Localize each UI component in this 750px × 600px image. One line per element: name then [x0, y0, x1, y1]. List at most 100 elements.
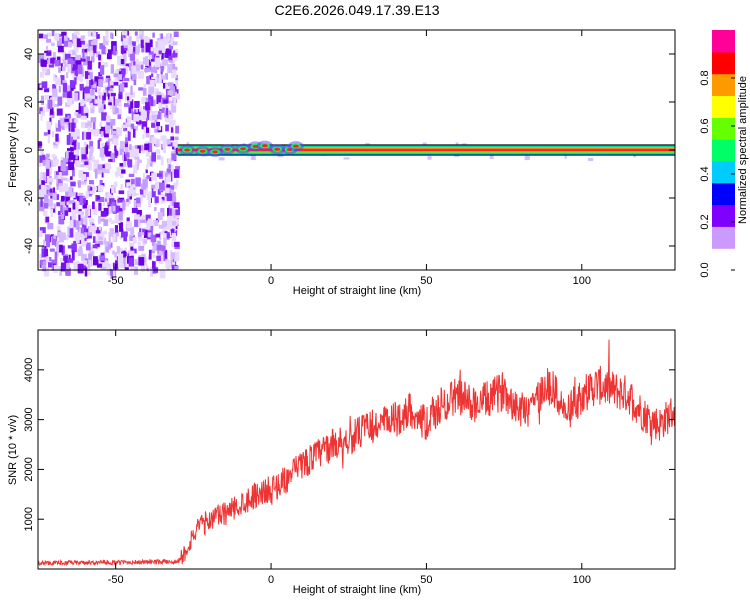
noise-speckle [38, 179, 42, 185]
noise-speckle [67, 58, 74, 68]
noise-speckle [112, 204, 116, 212]
noise-speckle [123, 255, 126, 264]
noise-speckle [41, 106, 45, 116]
noise-speckle [139, 30, 144, 39]
noise-speckle [157, 189, 161, 195]
noise-speckle [101, 112, 107, 121]
noise-speckle [160, 66, 164, 72]
noise-speckle [159, 260, 164, 264]
noise-speckle [171, 196, 177, 206]
noise-speckle [120, 248, 123, 253]
noise-speckle [56, 176, 59, 187]
noise-speckle [82, 100, 86, 105]
noise-speckle [161, 245, 166, 251]
noise-speckle [160, 156, 164, 166]
noise-speckle [70, 146, 75, 152]
spectrogram-x-tick-label: -50 [108, 275, 124, 287]
noise-speckle [65, 196, 70, 202]
noise-speckle [110, 92, 116, 97]
noise-speckle [148, 191, 154, 198]
noise-speckle [139, 159, 142, 164]
noise-speckle [163, 179, 168, 187]
noise-speckle [157, 240, 161, 245]
noise-speckle [57, 45, 64, 53]
noise-speckle [60, 262, 67, 272]
noise-speckle [160, 33, 163, 39]
noise-speckle [47, 133, 50, 144]
noise-speckle [114, 76, 118, 82]
noise-speckle [82, 198, 86, 204]
noise-speckle [90, 79, 94, 85]
noise-speckle [120, 45, 124, 54]
noise-speckle [142, 185, 148, 195]
noise-speckle [95, 230, 101, 234]
noise-speckle [63, 37, 70, 47]
noise-speckle [88, 253, 93, 260]
noise-speckle [101, 183, 105, 187]
noise-speckle [167, 158, 172, 168]
noise-speckle [80, 116, 87, 120]
noise-speckle [63, 255, 68, 261]
noise-speckle [116, 230, 119, 237]
noise-speckle [99, 180, 103, 187]
noise-speckle [126, 217, 130, 225]
noise-speckle [124, 103, 129, 107]
noise-speckle [98, 231, 105, 241]
noise-speckle [43, 239, 46, 247]
noise-speckle [42, 261, 46, 271]
noise-speckle [173, 89, 179, 95]
noise-speckle [77, 248, 83, 257]
noise-speckle [123, 158, 127, 167]
colorbar: 0.0 0.2 0.4 0.6 0.8 Normalized spectral ampl… [699, 30, 749, 278]
noise-speckle [48, 181, 52, 189]
noise-speckle [127, 130, 131, 141]
noise-speckle [105, 246, 110, 253]
noise-speckle [84, 267, 88, 277]
noise-speckle [149, 39, 153, 48]
noise-speckle [56, 37, 62, 48]
noise-speckle [92, 236, 96, 243]
noise-speckle [161, 50, 164, 61]
noise-speckle [171, 66, 178, 71]
noise-speckle [51, 30, 55, 37]
noise-speckle [166, 48, 172, 57]
noise-speckle [82, 224, 87, 232]
noise-speckle [44, 68, 51, 76]
noise-speckle [121, 45, 128, 51]
noise-speckle [72, 203, 77, 210]
noise-speckle [144, 35, 149, 46]
noise-speckle [52, 192, 57, 201]
noise-speckle [74, 128, 80, 137]
noise-speckle [75, 154, 78, 160]
noise-speckle [134, 200, 139, 207]
noise-speckle [77, 211, 84, 219]
noise-speckle [98, 202, 102, 211]
noise-speckle [93, 256, 98, 266]
noise-speckle [143, 172, 145, 182]
noise-speckle [130, 91, 135, 98]
noise-speckle [100, 131, 104, 137]
colorbar-ticks: 0.0 0.2 0.4 0.6 0.8 [699, 70, 735, 278]
noise-speckle [119, 83, 124, 90]
noise-speckle [86, 98, 92, 102]
spectrogram-y-tick-label: 0 [23, 147, 35, 153]
noise-speckle [38, 142, 43, 146]
noise-speckle [98, 236, 103, 241]
noise-speckle [126, 221, 133, 228]
noise-speckle [111, 201, 116, 206]
noise-speckle [68, 228, 74, 238]
noise-speckle [89, 180, 94, 185]
snr-x-tick-label: -50 [108, 574, 124, 586]
noise-speckle [145, 264, 148, 270]
noise-speckle [153, 48, 157, 54]
noise-speckle [130, 145, 137, 152]
noise-speckle [96, 51, 101, 58]
noise-speckle [145, 102, 151, 111]
noise-speckle [156, 94, 162, 104]
noise-speckle [151, 188, 156, 198]
noise-speckle [173, 148, 178, 153]
noise-speckle [122, 49, 127, 55]
noise-speckle [96, 195, 101, 200]
noise-speckle [173, 182, 178, 190]
